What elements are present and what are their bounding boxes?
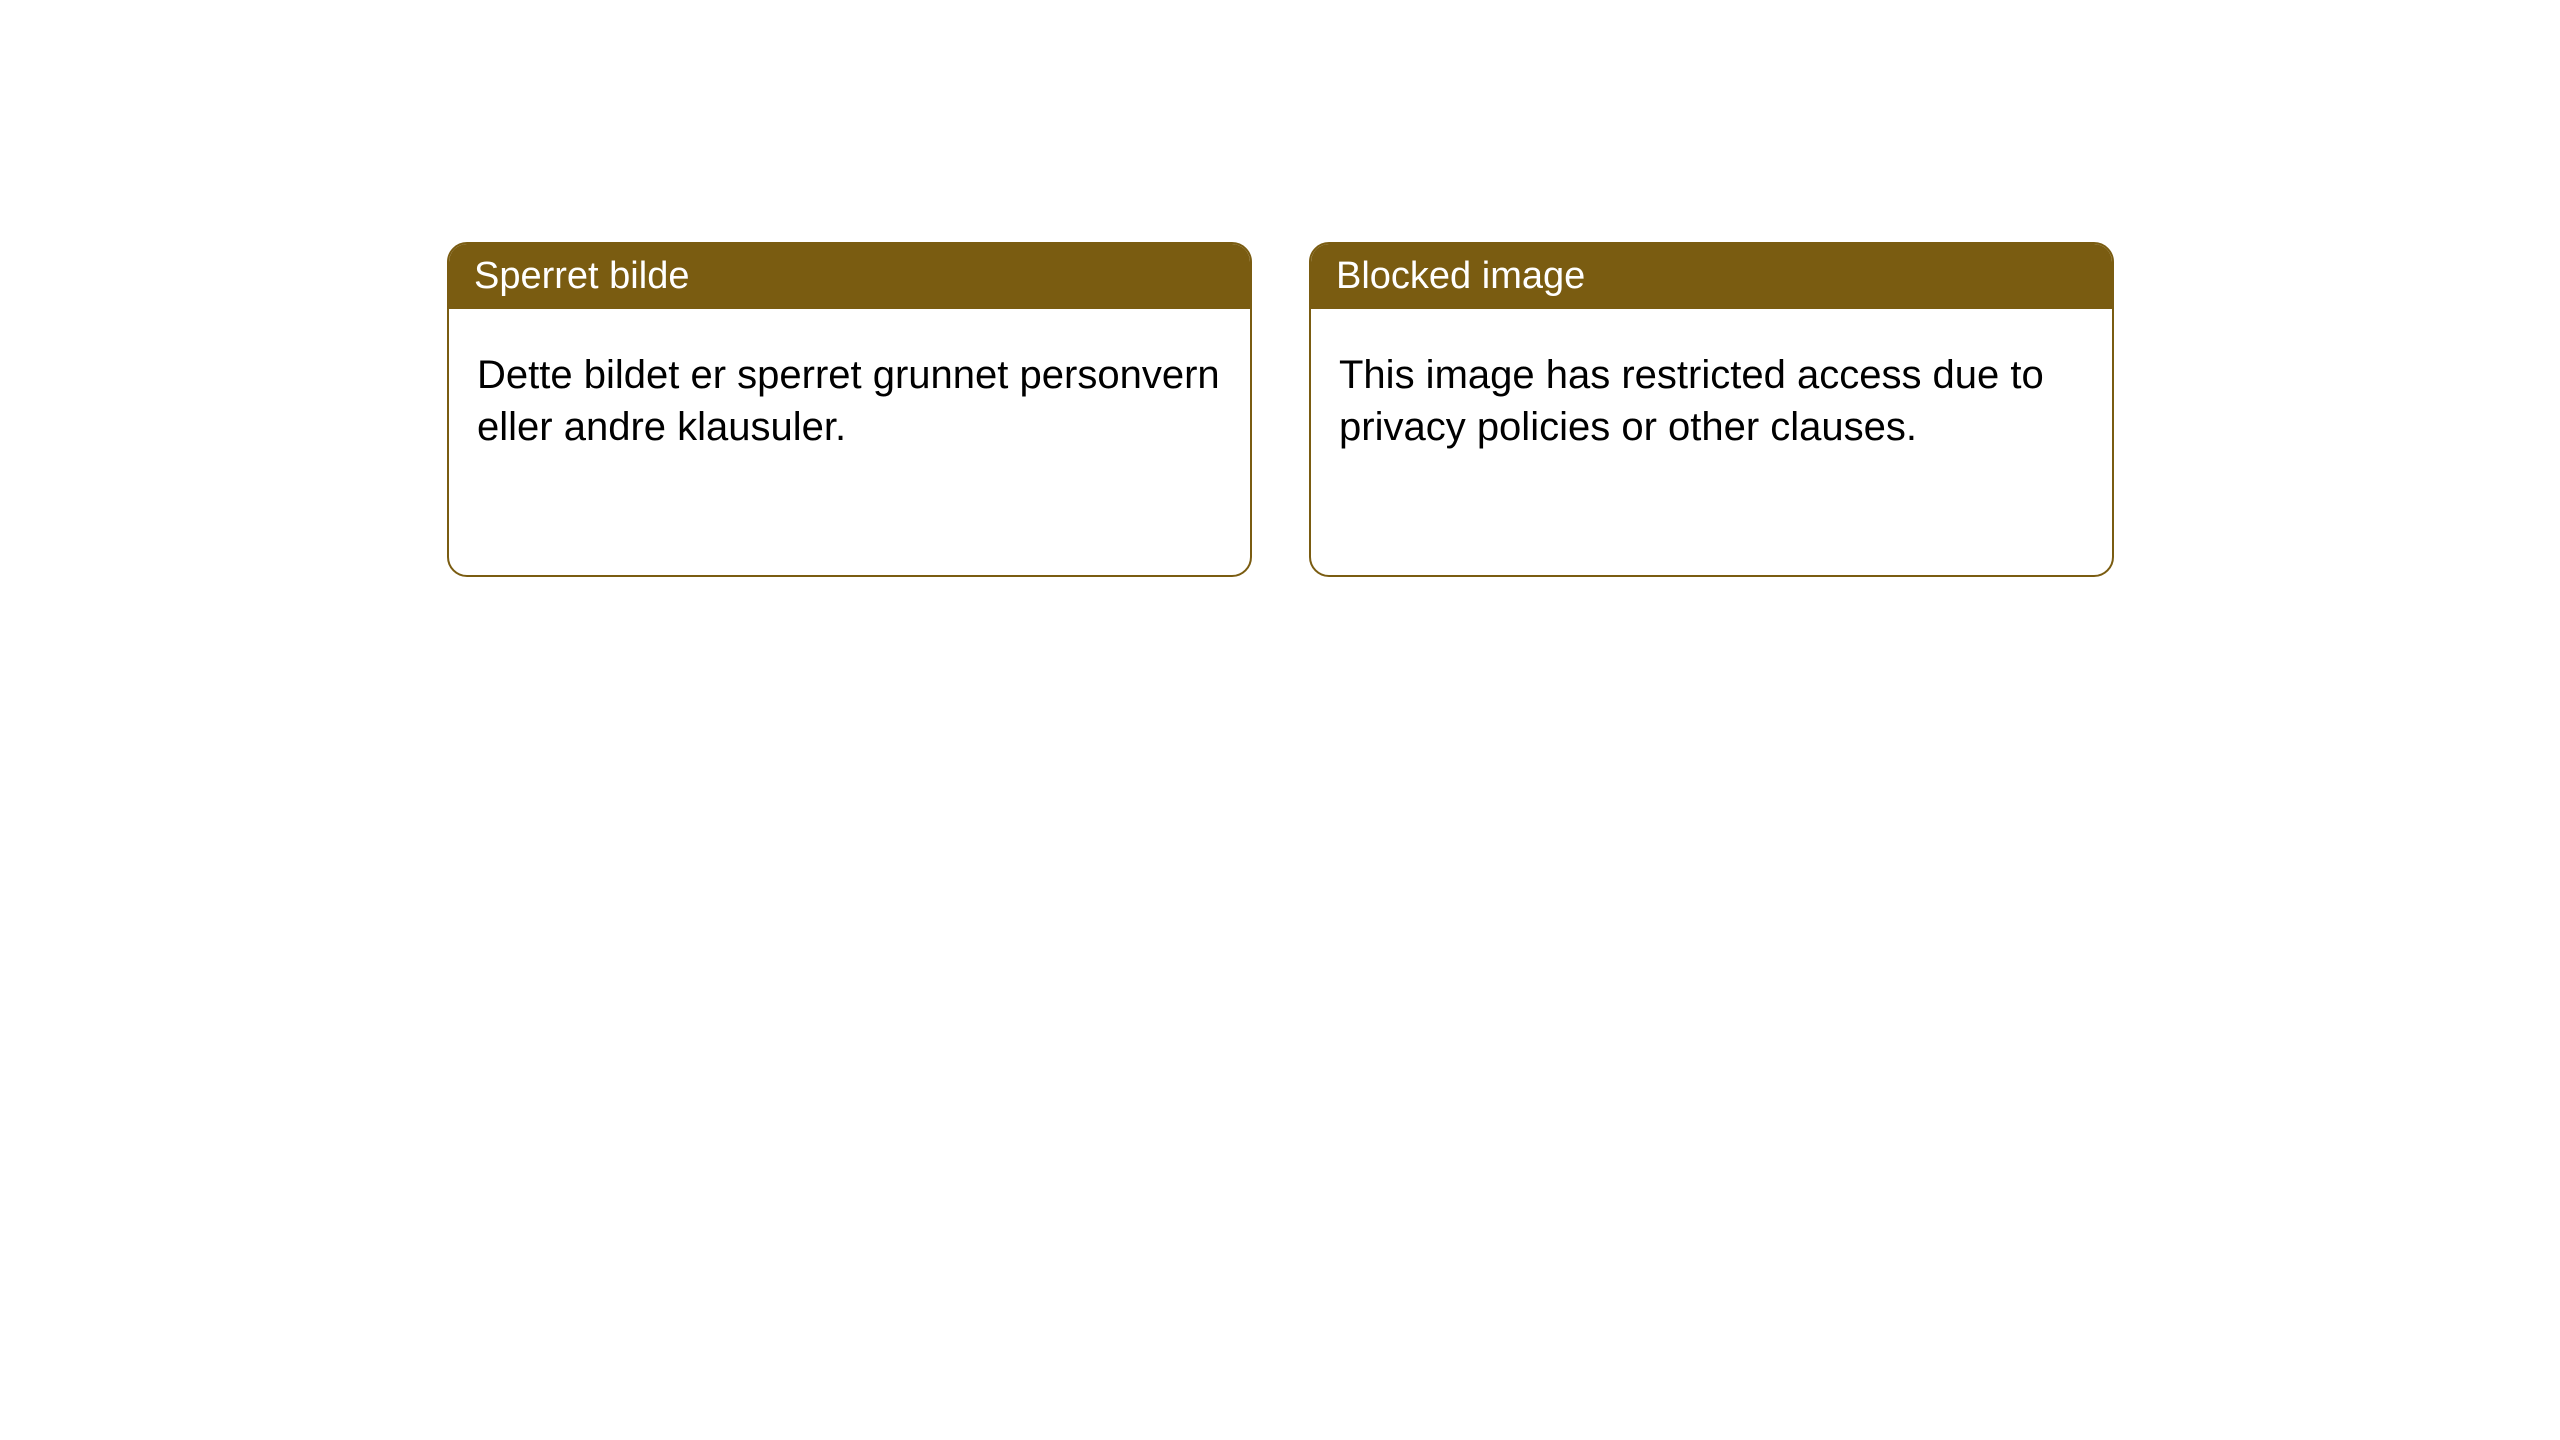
- card-header-en: Blocked image: [1311, 244, 2112, 309]
- card-header-no: Sperret bilde: [449, 244, 1250, 309]
- card-body-no: Dette bildet er sperret grunnet personve…: [449, 309, 1250, 493]
- blocked-image-card-no: Sperret bilde Dette bildet er sperret gr…: [447, 242, 1252, 577]
- blocked-image-card-en: Blocked image This image has restricted …: [1309, 242, 2114, 577]
- cards-container: Sperret bilde Dette bildet er sperret gr…: [0, 0, 2560, 577]
- card-body-en: This image has restricted access due to …: [1311, 309, 2112, 493]
